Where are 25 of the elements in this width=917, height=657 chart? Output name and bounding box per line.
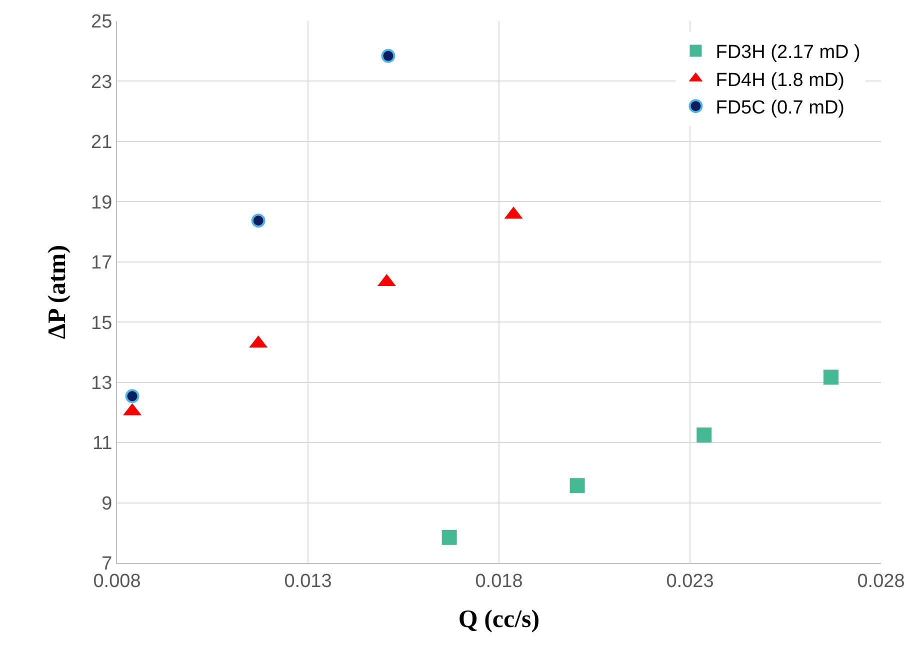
x-axis-title: Q (cc/s)	[458, 606, 540, 633]
point	[442, 530, 457, 545]
x-tick-label: 0.013	[284, 570, 332, 592]
x-tick-label: 0.028	[857, 570, 905, 592]
x-tick-label: 0.018	[475, 570, 523, 592]
y-tick-label: 13	[91, 372, 112, 394]
point	[696, 428, 712, 443]
point	[823, 370, 838, 385]
y-tick-label: 17	[91, 252, 112, 274]
legend-label: FD4H (1.8 mD)	[716, 70, 845, 91]
point	[381, 48, 396, 63]
y-tick-label: 15	[91, 312, 112, 334]
point	[251, 214, 266, 228]
y-tick-label: 23	[91, 72, 112, 93]
y-tick-label: 11	[92, 433, 112, 454]
y-tick-label: 21	[91, 132, 112, 154]
y-tick-label: 9	[102, 493, 112, 514]
y-tick-label: 19	[91, 192, 112, 214]
point	[125, 389, 140, 404]
legend-label: FD3H (2.17 mD )	[716, 42, 860, 64]
legend-label: FD5C (0.7 mD)	[716, 98, 845, 118]
y-axis-title: ΔP (atm)	[44, 244, 71, 340]
x-tick-label: 0.023	[666, 570, 714, 592]
y-tick-label: 25	[91, 12, 112, 33]
point	[570, 478, 585, 494]
